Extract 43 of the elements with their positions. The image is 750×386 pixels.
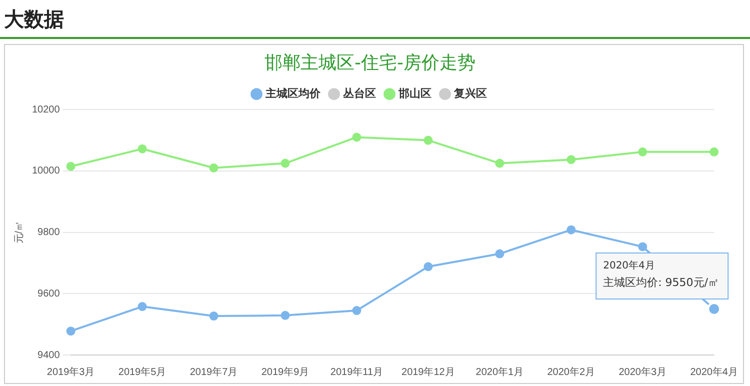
point <box>424 136 433 145</box>
point <box>138 302 147 312</box>
legend-label: 丛台区 <box>342 87 376 100</box>
y-tick-label: 9600 <box>38 288 60 300</box>
legend-label: 主城区均价 <box>264 87 322 100</box>
point <box>352 306 362 316</box>
x-tick-label: 2019年3月 <box>46 366 95 378</box>
legend-label: 邯山区 <box>398 87 432 100</box>
x-tick-label: 2019年5月 <box>118 366 166 378</box>
y-tick-label: 9800 <box>38 227 60 238</box>
point <box>495 158 504 168</box>
point <box>495 249 504 258</box>
x-tick-label: 2019年7月 <box>190 366 238 378</box>
x-tick-label: 2020年1月 <box>476 366 524 378</box>
x-tick-label: 2019年12月 <box>402 366 455 378</box>
annotation: 2020年4月 <box>603 260 655 272</box>
x-tick-label: 2020年2月 <box>547 366 596 378</box>
point <box>280 158 290 168</box>
point <box>710 147 719 156</box>
x-tick-label: 2019年9月 <box>261 366 310 378</box>
point <box>424 262 433 272</box>
point <box>209 312 218 321</box>
point <box>138 144 147 154</box>
x-tick-label: 2019年11月 <box>330 366 384 378</box>
point <box>209 163 218 172</box>
point <box>638 147 648 156</box>
y-tick-label: 10000 <box>32 166 60 177</box>
point <box>566 155 576 164</box>
point <box>66 162 76 171</box>
point <box>638 242 648 252</box>
x-tick-label: 2020年4月 <box>690 366 738 378</box>
y-axis-title: 元/㎡ <box>14 220 25 244</box>
point <box>352 132 362 142</box>
point <box>566 225 576 234</box>
text: 大数据 <box>0 0 750 39</box>
chart-title: 邯郸主城区-住宅-房价走势 <box>264 52 476 74</box>
y-tick-label: 10200 <box>32 104 60 116</box>
point <box>280 310 290 320</box>
point <box>66 326 76 336</box>
x-tick-label: 2020年3月 <box>618 366 667 378</box>
legend-label: 复兴区 <box>453 87 487 100</box>
annotation: 主城区均价: 9550元/㎡ <box>603 276 719 289</box>
y-tick-label: 9400 <box>38 350 60 361</box>
